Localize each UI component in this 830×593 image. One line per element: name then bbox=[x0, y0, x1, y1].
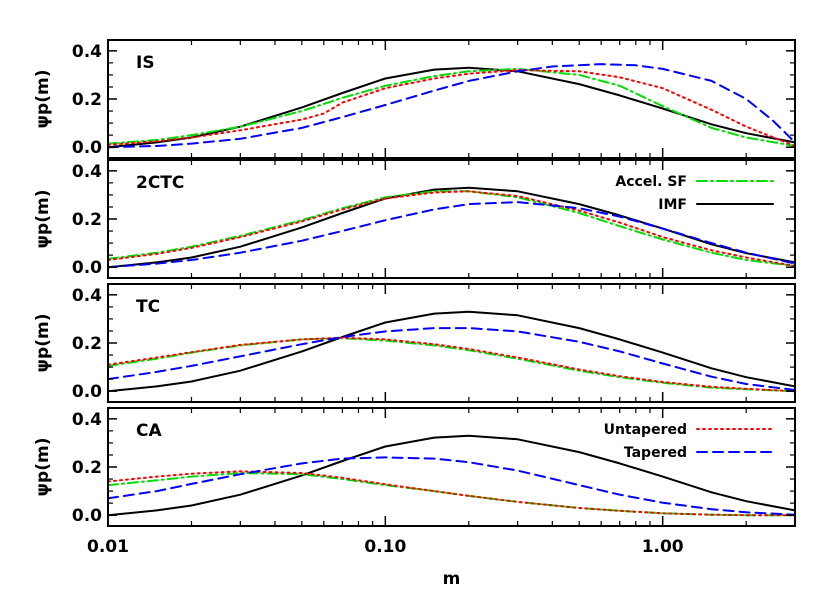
panel-label: TC bbox=[136, 297, 160, 317]
y-tick-label: 0.0 bbox=[72, 138, 102, 158]
plot-frame bbox=[107, 159, 796, 279]
panels: 0.0 0.2 0.4 ψp(m) IS 0.0 0.2 0.4 ψp(m) 2CTC Accel.… bbox=[33, 39, 796, 557]
x-tick-label: 0.10 bbox=[364, 537, 406, 557]
y-axis-label: ψp(m) bbox=[33, 70, 53, 129]
y-tick-label: 0.2 bbox=[72, 90, 102, 110]
legend-item-tapered: Tapered bbox=[624, 445, 774, 461]
series-line-accel-sf bbox=[108, 337, 795, 393]
legend-label: Accel. SF bbox=[615, 174, 687, 190]
y-axis-label: ψp(m) bbox=[33, 190, 53, 249]
panel-label: 2CTC bbox=[136, 173, 184, 193]
y-tick-label: 0.4 bbox=[72, 410, 102, 430]
x-tick-label: 1.00 bbox=[642, 537, 684, 557]
y-tick-label: 0.2 bbox=[72, 210, 102, 230]
series-line-imf bbox=[108, 186, 795, 269]
x-tick-label: 0.01 bbox=[87, 537, 129, 557]
series-line-untapered bbox=[108, 336, 795, 393]
series-line-untapered bbox=[108, 190, 795, 267]
series-line-accel-sf bbox=[108, 67, 795, 147]
series-line-tapered bbox=[108, 201, 795, 269]
series-group bbox=[108, 310, 795, 393]
panel-tc: 0.0 0.2 0.4 ψp(m) TC bbox=[33, 283, 796, 403]
panel-label: IS bbox=[136, 53, 155, 73]
legend-label: Untapered bbox=[604, 422, 687, 438]
series-line-imf bbox=[108, 434, 795, 517]
legend-item-accel-sf: Accel. SF bbox=[615, 174, 774, 190]
plot-frame bbox=[107, 39, 796, 159]
x-axis-label: m bbox=[443, 569, 461, 589]
series-line-tapered bbox=[108, 327, 795, 391]
y-tick-label: 0.4 bbox=[72, 162, 102, 182]
y-tick-label: 0.4 bbox=[72, 286, 102, 306]
panel-label: CA bbox=[136, 421, 162, 441]
series-group bbox=[108, 434, 795, 517]
series-group bbox=[108, 186, 795, 269]
y-tick-label: 0.0 bbox=[72, 258, 102, 278]
legend-label: IMF bbox=[658, 197, 687, 213]
y-axis-label: ψp(m) bbox=[33, 438, 53, 497]
y-tick-label: 0.2 bbox=[72, 334, 102, 354]
y-axis-label: ψp(m) bbox=[33, 314, 53, 373]
panel-ca: 0.0 0.2 0.4 ψp(m) CA Untapered Tapered 0.01 0.10… bbox=[33, 407, 796, 557]
series-line-untapered bbox=[108, 470, 795, 517]
panel-2ctc: 0.0 0.2 0.4 ψp(m) 2CTC Accel. SF IMF bbox=[33, 159, 796, 279]
y-tick-label: 0.0 bbox=[72, 506, 102, 526]
series-group bbox=[108, 63, 795, 149]
y-tick-label: 0.4 bbox=[72, 42, 102, 62]
legend-label: Tapered bbox=[624, 445, 687, 461]
y-tick-label: 0.2 bbox=[72, 458, 102, 478]
series-line-tapered bbox=[108, 63, 795, 149]
y-tick-label: 0.0 bbox=[72, 382, 102, 402]
panel-is: 0.0 0.2 0.4 ψp(m) IS bbox=[33, 39, 796, 159]
legend-item-untapered: Untapered bbox=[604, 422, 774, 438]
plot-frame bbox=[107, 407, 796, 527]
series-line-accel-sf bbox=[108, 190, 795, 267]
series-line-imf bbox=[108, 310, 795, 393]
series-line-untapered bbox=[108, 69, 795, 147]
legend-item-imf: IMF bbox=[658, 197, 774, 213]
